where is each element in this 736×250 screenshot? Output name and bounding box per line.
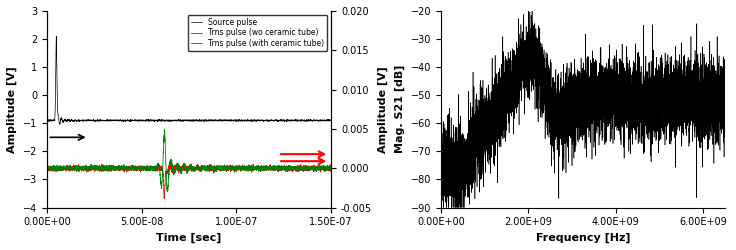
Trns pulse (with ceramic tube): [318, 166, 327, 169]
Trns pulse (wo ceramic tube): [160, 197, 169, 200]
Y-axis label: Amplitude [V]: Amplitude [V]: [378, 66, 388, 152]
Trns pulse (with ceramic tube): [304, 167, 313, 170]
Source pulse: [162, 119, 171, 122]
Source pulse: [327, 118, 336, 122]
Trns pulse (with ceramic tube): [43, 167, 52, 170]
Trns pulse (with ceramic tube): [162, 175, 171, 178]
Trns pulse (with ceramic tube): [177, 168, 186, 170]
Trns pulse (with ceramic tube): [327, 166, 336, 170]
Trns pulse (wo ceramic tube): [165, 162, 174, 165]
Trns pulse (with ceramic tube): [160, 128, 169, 131]
X-axis label: Time [sec]: Time [sec]: [156, 233, 222, 243]
Source pulse: [164, 119, 173, 122]
Line: Trns pulse (wo ceramic tube): Trns pulse (wo ceramic tube): [47, 164, 331, 198]
Source pulse: [43, 118, 52, 122]
Trns pulse (with ceramic tube): [249, 166, 258, 170]
Trns pulse (wo ceramic tube): [164, 165, 173, 168]
Source pulse: [304, 118, 313, 121]
Trns pulse (with ceramic tube): [163, 190, 172, 193]
Trns pulse (wo ceramic tube): [162, 170, 171, 173]
Source pulse: [177, 119, 186, 122]
Source pulse: [55, 123, 64, 126]
X-axis label: Frequency [Hz]: Frequency [Hz]: [536, 233, 630, 243]
Trns pulse (with ceramic tube): [164, 175, 173, 178]
Y-axis label: Mag. S21 [dB]: Mag. S21 [dB]: [394, 65, 405, 154]
Trns pulse (wo ceramic tube): [304, 166, 313, 169]
Legend: Source pulse, Trns pulse (wo ceramic tube), Trns pulse (with ceramic tube): Source pulse, Trns pulse (wo ceramic tub…: [188, 15, 328, 51]
Y-axis label: Amplitude [V]: Amplitude [V]: [7, 66, 17, 152]
Source pulse: [249, 119, 258, 122]
Line: Trns pulse (with ceramic tube): Trns pulse (with ceramic tube): [47, 130, 331, 192]
Source pulse: [52, 35, 61, 38]
Trns pulse (wo ceramic tube): [318, 165, 327, 168]
Trns pulse (wo ceramic tube): [177, 168, 186, 170]
Source pulse: [318, 119, 327, 122]
Trns pulse (wo ceramic tube): [327, 166, 336, 169]
Trns pulse (wo ceramic tube): [249, 167, 258, 170]
Trns pulse (wo ceramic tube): [43, 166, 52, 169]
Line: Source pulse: Source pulse: [47, 36, 331, 124]
